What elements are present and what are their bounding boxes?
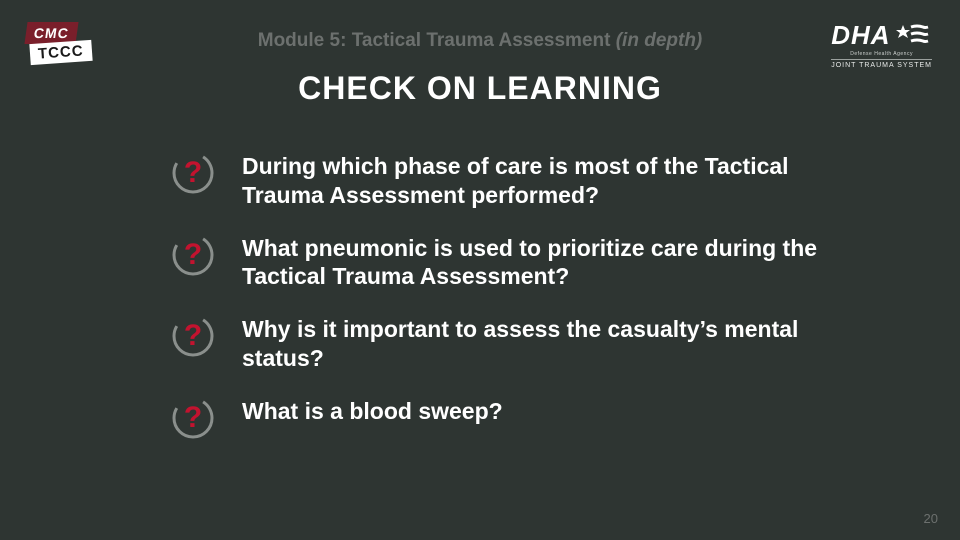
question-text: During which phase of care is most of th… <box>242 150 840 210</box>
list-item: ? What is a blood sweep? <box>170 395 840 441</box>
module-label: Module 5: Tactical Trauma Assessment <box>258 30 611 51</box>
logo-dha-jts: JOINT TRAUMA SYSTEM <box>831 62 932 69</box>
module-suffix: (in depth) <box>616 30 703 51</box>
question-text: What is a blood sweep? <box>242 395 503 426</box>
question-icon: ? <box>170 313 216 359</box>
page-number: 20 <box>924 511 938 526</box>
module-header: Module 5: Tactical Trauma Assessment (in… <box>0 30 960 52</box>
svg-text:?: ? <box>184 401 202 434</box>
logo-divider <box>831 59 932 60</box>
page-title: CHECK ON LEARNING <box>0 70 960 107</box>
question-list: ? During which phase of care is most of … <box>170 150 840 463</box>
list-item: ? During which phase of care is most of … <box>170 150 840 210</box>
question-icon: ? <box>170 232 216 278</box>
question-icon: ? <box>170 150 216 196</box>
list-item: ? Why is it important to assess the casu… <box>170 313 840 373</box>
question-icon: ? <box>170 395 216 441</box>
list-item: ? What pneumonic is used to prioritize c… <box>170 232 840 292</box>
svg-text:?: ? <box>184 319 202 352</box>
question-text: What pneumonic is used to prioritize car… <box>242 232 840 292</box>
question-text: Why is it important to assess the casual… <box>242 313 840 373</box>
svg-text:?: ? <box>184 238 202 271</box>
svg-text:?: ? <box>184 156 202 189</box>
